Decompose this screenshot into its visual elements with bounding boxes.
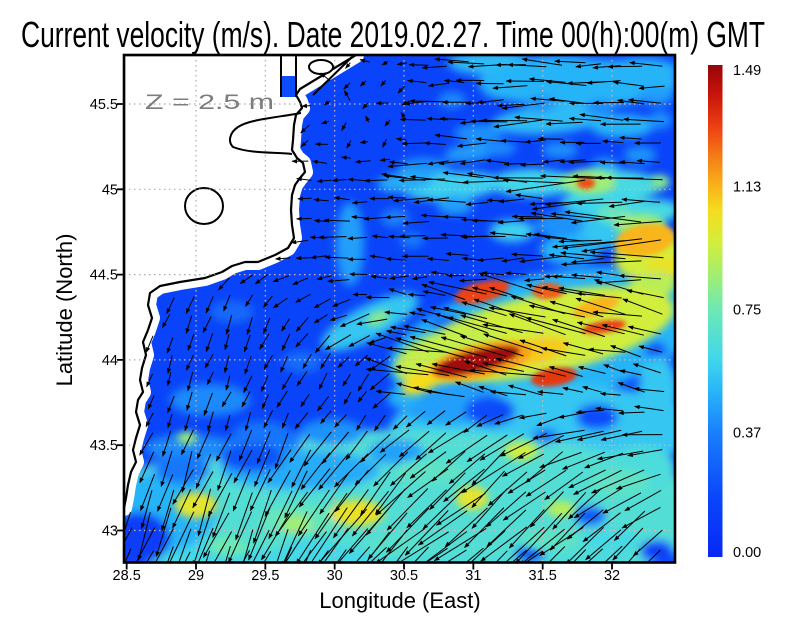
- svg-text:30: 30: [327, 568, 343, 584]
- svg-text:44: 44: [102, 353, 118, 369]
- svg-text:44.5: 44.5: [90, 268, 118, 284]
- svg-text:Current velocity (m/s). Date 2: Current velocity (m/s). Date 2019.02.27.…: [21, 14, 765, 55]
- svg-text:43.5: 43.5: [90, 438, 118, 454]
- svg-text:31.5: 31.5: [529, 568, 557, 584]
- svg-text:1.49: 1.49: [733, 63, 761, 79]
- svg-text:0.00: 0.00: [733, 545, 761, 561]
- svg-text:0.37: 0.37: [733, 425, 761, 441]
- svg-text:Z = 2.5 m: Z = 2.5 m: [145, 91, 274, 114]
- svg-text:Longitude (East): Longitude (East): [319, 588, 480, 613]
- svg-text:28.5: 28.5: [113, 568, 141, 584]
- svg-text:Latitude (North): Latitude (North): [52, 234, 77, 387]
- svg-text:29.5: 29.5: [251, 568, 279, 584]
- svg-text:43: 43: [102, 524, 118, 540]
- svg-text:30.5: 30.5: [390, 568, 418, 584]
- svg-text:29: 29: [188, 568, 204, 584]
- svg-text:31: 31: [465, 568, 481, 584]
- svg-text:0.75: 0.75: [733, 302, 761, 318]
- svg-text:45: 45: [102, 182, 118, 198]
- svg-text:45.5: 45.5: [90, 97, 118, 113]
- svg-text:1.13: 1.13: [733, 179, 761, 195]
- svg-text:32: 32: [604, 568, 620, 584]
